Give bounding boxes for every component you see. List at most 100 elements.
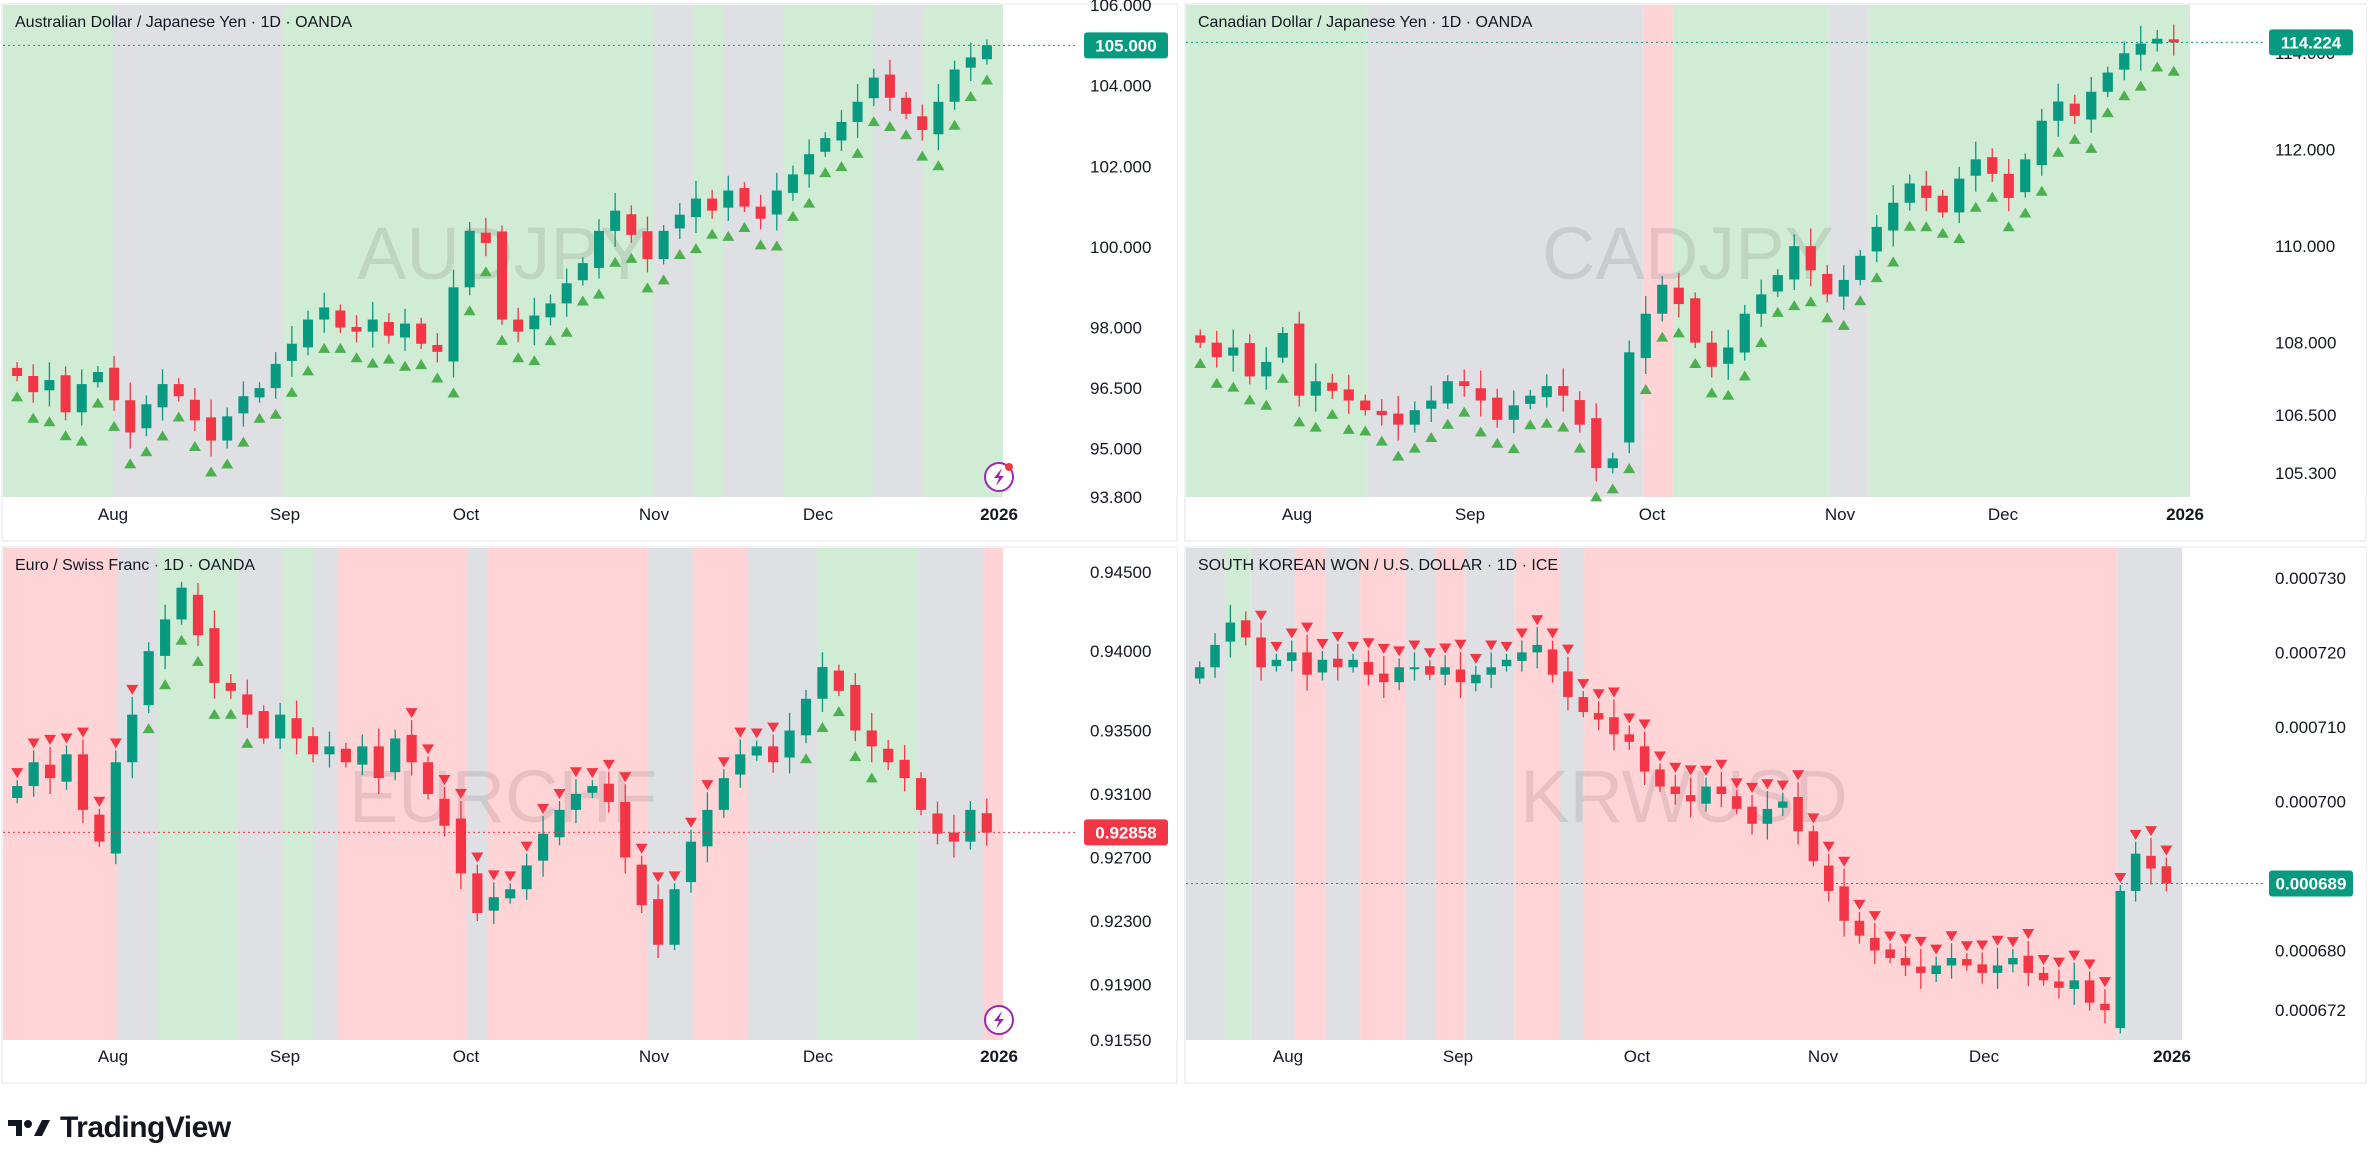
candle-body [1532,644,1542,653]
candle-body [718,778,729,810]
candle-body [833,670,844,691]
candle-body [1363,662,1374,675]
candle-body [464,230,475,288]
sell-signal-marker [734,727,747,738]
alert-lightning-icon[interactable] [984,1005,1014,1035]
time-tick-label: Nov [1825,505,1856,524]
candle-body [367,319,378,332]
buy-signal-marker [1392,450,1405,461]
price-tick-label: 0.92300 [1090,912,1151,931]
buy-signal-marker [1573,442,1586,453]
buy-signal-marker [2085,142,2098,153]
candle-body [2168,39,2179,43]
candle-body [702,809,713,847]
sell-signal-marker [1730,778,1743,789]
sell-signal-marker [11,768,24,779]
price-tick-label: 106.500 [2275,406,2336,425]
candle-body [674,214,685,229]
buy-signal-marker [689,243,702,254]
candle-body [817,667,828,699]
candle-body [192,594,204,636]
candle-body [513,319,524,332]
candle-body [1563,671,1573,698]
candle-body [735,754,746,775]
buy-signal-marker [237,436,250,447]
tradingview-logo[interactable]: TradingView [8,1110,231,1146]
candle-body [1716,786,1727,794]
candle-body [884,74,895,98]
candle-body [488,897,499,911]
time-tick-label: Nov [639,1047,670,1066]
candle-body [868,77,879,99]
candle-body [669,889,680,945]
candle-body [258,711,269,739]
buy-signal-marker [786,210,799,221]
time-tick-label: 2026 [2166,505,2204,524]
sell-signal-marker [471,852,484,863]
candle-body [784,730,795,758]
price-axis-area [1003,548,1177,1040]
candle-body [1310,381,1321,396]
candle-body [1690,298,1701,343]
candle-body [92,371,103,383]
candle-body [2161,866,2172,884]
sell-signal-marker [586,768,599,779]
price-axis-area [2182,548,2366,1040]
session-band [1828,5,1869,497]
sell-signal-marker [2129,829,2142,840]
buy-signal-marker [1623,463,1636,474]
sell-signal-marker [2068,950,2081,961]
sell-signal-marker [1607,687,1620,698]
buy-signal-marker [2068,133,2081,144]
buy-signal-marker [241,737,254,748]
buy-signal-marker [1491,437,1504,448]
time-tick-label: Aug [98,505,128,524]
candle-body [1739,313,1750,353]
buy-signal-marker [1276,372,1289,383]
candle-body [1824,865,1834,891]
buy-signal-marker [1359,425,1372,436]
candle-body [739,188,750,207]
candle-body [2053,101,2064,121]
buy-signal-marker [140,446,153,457]
sell-signal-marker [1853,899,1866,910]
last-price-badge [2269,870,2353,897]
buy-signal-marker [2151,61,2164,72]
buy-signal-marker [479,266,492,277]
session-band [1672,5,1829,497]
candle-body [1701,786,1711,804]
buy-signal-marker [285,386,298,397]
last-price-badge [1084,819,1168,846]
session-band [118,548,158,1040]
buy-signal-marker [1738,370,1751,381]
candle-body [933,101,944,135]
buy-signal-marker [673,249,686,260]
price-tick-label: 0.000700 [2275,792,2346,811]
sell-signal-marker [520,841,533,852]
buy-signal-marker [1326,408,1339,419]
alert-lightning-icon[interactable] [984,462,1014,492]
candle-body [1624,734,1635,742]
buy-signal-marker [816,722,829,733]
buy-signal-marker [592,288,605,299]
buy-signal-marker [208,708,221,719]
sell-signal-marker [1285,628,1298,639]
sell-signal-marker [1838,856,1851,867]
buy-signal-marker [1903,220,1916,231]
candle-body [1578,697,1589,712]
buy-signal-marker [800,753,813,764]
candle-body [1931,965,1941,975]
candle-body [1425,666,1435,675]
candle-body [1954,178,1965,213]
time-tick-label: 2026 [980,505,1018,524]
candle-body [852,101,863,122]
buy-signal-marker [641,282,654,293]
candle-body [1225,622,1236,642]
sell-signal-marker [1991,935,2004,946]
buy-signal-marker [1870,272,1883,283]
last-price-label: 0.000689 [2276,874,2347,893]
buy-signal-marker [1887,256,1900,267]
candle-body [1376,410,1387,415]
candle-body [1855,255,1866,280]
